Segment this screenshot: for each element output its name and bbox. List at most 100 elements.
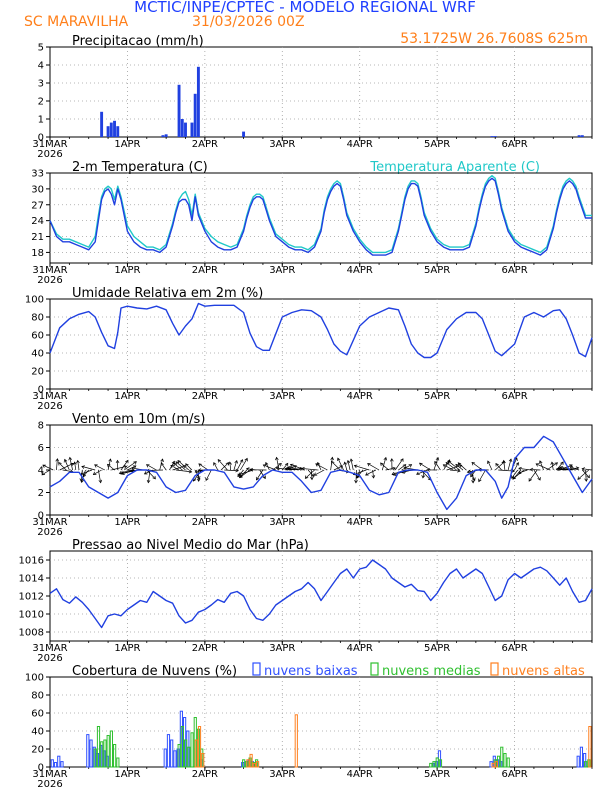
cloud-legend-high: nuvens altas xyxy=(502,664,585,679)
cloud-mid-bar xyxy=(116,757,120,768)
cloud-mid-bar xyxy=(506,757,510,768)
temp-ytick-label: 27 xyxy=(31,200,44,211)
wind-speed-line xyxy=(49,435,593,511)
rh-ytick-label: 80 xyxy=(31,313,44,324)
cloud-low-bar xyxy=(50,759,54,768)
wind-arrow xyxy=(385,467,396,471)
temp-xtick-label: 5APR xyxy=(424,265,450,276)
wind-arrow-head xyxy=(584,478,589,482)
cloud-xtick-label: 2APR xyxy=(192,769,218,780)
wind-arrow xyxy=(205,469,212,481)
wind-arrow xyxy=(233,460,238,471)
wind-arrow-head xyxy=(471,461,476,466)
wind-arrow-head xyxy=(339,465,344,469)
cloud-ytick-label: 100 xyxy=(25,673,44,684)
wind-arrow-head xyxy=(217,459,222,463)
pressure-year-label: 2026 xyxy=(37,653,62,664)
wind-arrow-head xyxy=(470,473,474,478)
wind-arrow-head xyxy=(512,475,516,480)
apparent-temp-line xyxy=(49,174,592,254)
wind-arrow xyxy=(445,462,457,471)
precip-bar xyxy=(161,135,165,137)
cloud-ytick-label: 60 xyxy=(31,709,44,720)
wind-arrow-head xyxy=(213,461,217,466)
wind-arrow xyxy=(265,462,270,471)
precip-bar xyxy=(242,131,246,137)
precip-xtick-label: 3APR xyxy=(269,139,295,150)
wind-arrow-head xyxy=(107,463,111,468)
wind-arrow xyxy=(173,462,183,471)
wind-arrow xyxy=(170,465,180,471)
wind-arrow-head xyxy=(133,461,137,465)
temp-ytick-label: 33 xyxy=(31,169,44,180)
pressure-xtick-label: 6APR xyxy=(501,643,527,654)
temp-legend-apparent: Temperatura Aparente (C) xyxy=(369,160,540,175)
rh-panel-title: Umidade Relativa em 2m (%) xyxy=(72,286,263,301)
wind-arrow-head xyxy=(392,472,397,476)
rh-ytick-label: 100 xyxy=(25,295,44,306)
cloud-legend-mid: nuvens medias xyxy=(382,664,481,679)
pressure-ytick-label: 1014 xyxy=(19,574,44,585)
wind-arrow xyxy=(381,457,387,471)
wind-arrow xyxy=(41,469,51,476)
wind-arrow-head xyxy=(255,476,260,481)
wind-arrow xyxy=(229,461,232,471)
cloud-low-bar xyxy=(57,755,61,768)
cloud-legend-low: nuvens baixas xyxy=(264,664,358,679)
wind-arrow-head xyxy=(445,462,450,466)
wind-arrow-head xyxy=(528,478,532,482)
precip-bar xyxy=(113,120,116,137)
temp-xtick-label: 2APR xyxy=(192,265,218,276)
wind-arrow-head xyxy=(466,469,471,474)
cloud-mid-bar xyxy=(584,761,588,768)
precip-frame xyxy=(49,46,593,138)
precip-bar xyxy=(190,122,194,137)
pressure-panel-title: Pressao ao Nivel Medio do Mar (hPa) xyxy=(72,538,309,553)
precip-bar xyxy=(493,136,497,137)
chart-title: MCTIC/INPE/CPTEC - MODELO REGIONAL WRF xyxy=(134,0,476,16)
wind-arrow-head xyxy=(346,459,351,464)
cloud-high-bar xyxy=(494,761,498,768)
wind-arrow-head xyxy=(511,469,516,473)
precip-ytick-label: 3 xyxy=(38,79,44,90)
wind-arrow xyxy=(56,458,58,471)
wind-arrow-head xyxy=(284,462,289,467)
wind-arrow xyxy=(239,469,248,478)
wind-arrow-head xyxy=(371,475,376,479)
wind-arrow-head xyxy=(108,458,112,462)
wind-arrow xyxy=(401,464,412,471)
wind-arrow-head xyxy=(175,461,179,465)
wind-arrow-head xyxy=(416,471,420,475)
cloud-mid-bar xyxy=(96,726,101,768)
wind-arrow xyxy=(347,460,351,471)
cloud-mid-bar xyxy=(184,739,188,768)
wind-arrow-head xyxy=(262,475,266,480)
wind-arrow-head xyxy=(434,460,438,465)
wind-arrow xyxy=(494,461,505,471)
wind-arrow xyxy=(224,469,239,472)
wind-arrow xyxy=(337,457,344,471)
wind-arrow-head xyxy=(131,466,135,471)
wind-arrow-head xyxy=(508,458,513,463)
wind-arrow-head xyxy=(82,473,87,478)
wind-arrow-head xyxy=(537,477,541,481)
temp-ytick-label: 30 xyxy=(31,184,44,195)
wind-arrow-head xyxy=(123,465,128,469)
pressure-xtick-label: 2APR xyxy=(192,643,218,654)
cloud-low-bar xyxy=(170,739,174,768)
rh-ytick-label: 60 xyxy=(31,331,44,342)
wind-arrow-head xyxy=(41,471,46,476)
wind-arrow-head xyxy=(80,479,84,484)
wind-arrow xyxy=(62,469,73,473)
cloud-mid-bar xyxy=(242,759,246,768)
wind-arrow xyxy=(457,462,467,471)
wind-arrow-head xyxy=(336,457,341,462)
wind-arrow xyxy=(177,460,189,471)
wind-arrow xyxy=(514,462,519,471)
wind-arrow-head xyxy=(356,475,360,479)
wind-arrow-head xyxy=(278,462,282,467)
wind-arrow xyxy=(193,469,202,482)
wind-arrow xyxy=(446,464,462,471)
wind-arrow xyxy=(74,462,77,471)
